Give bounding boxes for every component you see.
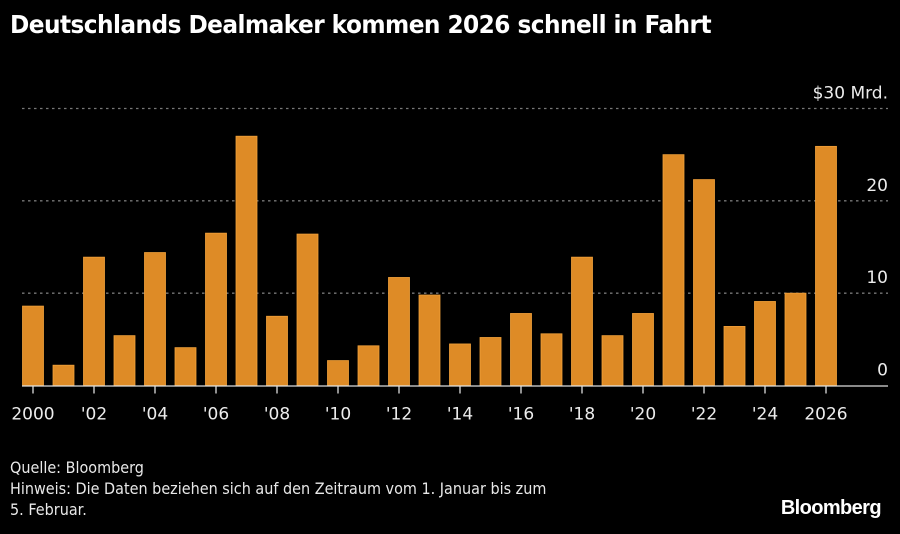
bloomberg-logo: Bloomberg (780, 497, 882, 519)
bar-2010 (327, 360, 349, 386)
bar-2022 (693, 179, 715, 386)
bar-2005 (174, 347, 197, 386)
x-axis-ticks: 2000 '02 '04 '06 '08 '10 '12 '14 '16 '18 '20 '22 '24… (11, 385, 848, 425)
x-tick-label: '08 (264, 405, 290, 425)
bar-2013 (418, 294, 441, 386)
bar-2011 (357, 345, 380, 386)
bar-2020 (632, 313, 654, 386)
bars (22, 135, 837, 386)
bar-2024 (754, 301, 776, 386)
bar-2018 (571, 256, 593, 386)
bar-2007 (235, 135, 258, 386)
x-tick-label: '24 (752, 405, 778, 425)
x-tick-label: '04 (142, 405, 168, 425)
y-tick-label: 10 (866, 268, 888, 288)
chart-footer: Quelle: Bloomberg Hinweis: Die Daten bez… (10, 457, 546, 520)
chart-title: Deutschlands Dealmaker kommen 2026 schne… (10, 10, 712, 39)
bar-2021 (662, 154, 685, 386)
x-tick-label: '16 (508, 405, 534, 425)
x-tick-label: '20 (630, 405, 656, 425)
bar-2015 (479, 337, 502, 386)
bar-2004 (144, 252, 166, 386)
bar-2008 (266, 315, 288, 386)
bar-2009 (296, 233, 319, 386)
bar-2012 (388, 277, 410, 386)
x-tick-label: '10 (325, 405, 351, 425)
bar-2019 (601, 335, 624, 386)
y-tick-label: 20 (866, 176, 888, 196)
y-tick-label: 0 (877, 361, 888, 381)
bar-chart: 2000 '02 '04 '06 '08 '10 '12 '14 '16 '18 '20 '22 '24… (11, 84, 888, 425)
x-tick-label: '14 (447, 405, 473, 425)
gridlines (22, 107, 888, 294)
bar-2001 (52, 364, 75, 386)
x-tick-label: 2000 (11, 405, 54, 425)
x-tick-label: 2026 (804, 405, 847, 425)
note-text-line-1: Hinweis: Die Daten beziehen sich auf den… (10, 479, 547, 498)
bar-2006 (205, 232, 227, 386)
bar-2014 (449, 343, 471, 386)
bar-2002 (83, 256, 105, 386)
bar-2025 (784, 292, 807, 386)
bar-2026 (815, 145, 837, 386)
y-axis-labels: 0 10 20 $30 Mrd. (813, 84, 888, 381)
note-text-line-2: 5. Februar. (10, 500, 87, 519)
bar-2000 (22, 305, 44, 386)
source-text: Quelle: Bloomberg (10, 458, 144, 477)
bar-2017 (540, 333, 563, 386)
x-tick-label: '06 (203, 405, 229, 425)
bar-2016 (510, 313, 532, 386)
x-tick-label: '18 (569, 405, 595, 425)
x-tick-label: '22 (691, 405, 717, 425)
bar-2023 (723, 326, 746, 386)
y-tick-label: $30 Mrd. (813, 84, 888, 104)
x-tick-label: '02 (81, 405, 107, 425)
x-tick-label: '12 (386, 405, 412, 425)
bar-2003 (113, 335, 136, 386)
